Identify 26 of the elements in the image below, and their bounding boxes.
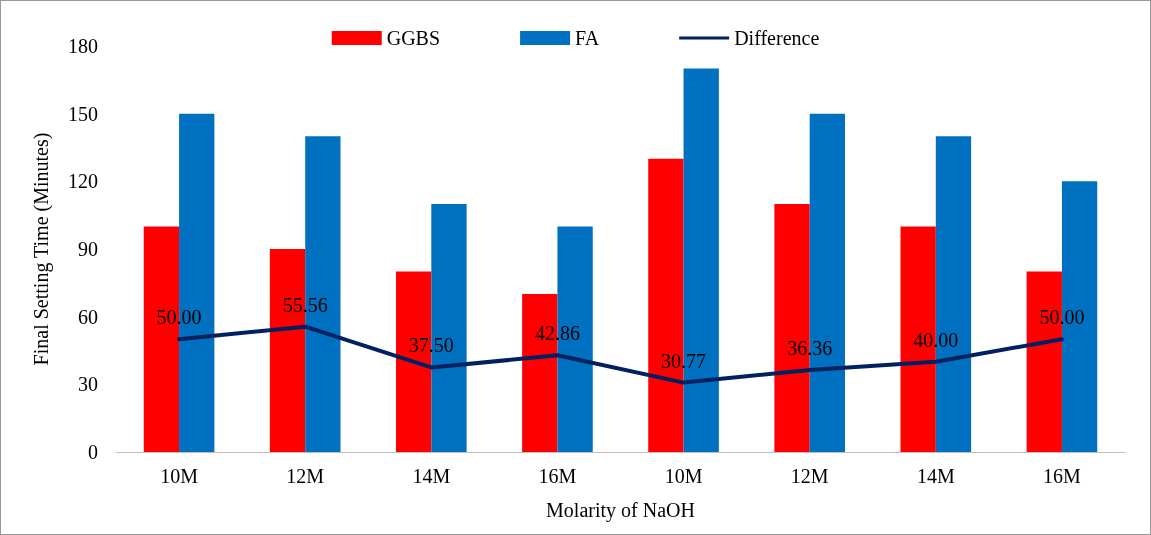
data-label: 50.00 <box>156 306 202 329</box>
y-tick-label: 60 <box>78 305 98 328</box>
x-tick-label: 12M <box>286 465 325 487</box>
y-axis-title: Final Setting Time (Minutes) <box>30 132 53 366</box>
y-tick-label: 180 <box>68 35 98 57</box>
x-tick-label: 14M <box>412 465 451 487</box>
data-label: 36.36 <box>787 336 833 359</box>
y-tick-label: 120 <box>68 170 98 193</box>
legend-label: GGBS <box>386 27 441 49</box>
legend-label: Difference <box>734 27 820 49</box>
x-tick-label: 10M <box>664 465 703 487</box>
x-tick-label: 16M <box>1043 465 1082 487</box>
data-label: 42.86 <box>534 322 580 345</box>
x-tick-label: 14M <box>916 465 955 487</box>
x-tick-label: 16M <box>538 465 577 487</box>
legend-label: FA <box>575 27 600 49</box>
y-tick-label: 90 <box>78 238 98 260</box>
data-label: 37.50 <box>408 334 454 357</box>
y-tick-label: 150 <box>68 102 98 125</box>
data-label: 50.00 <box>1039 306 1085 329</box>
line-series <box>177 324 1064 385</box>
y-tick-label: 0 <box>88 441 98 463</box>
x-tick-label: 10M <box>160 465 199 487</box>
x-tick-label: 12M <box>790 465 829 487</box>
y-tick-label: 30 <box>78 373 98 396</box>
x-axis-title: Molarity of NaOH <box>546 499 695 522</box>
